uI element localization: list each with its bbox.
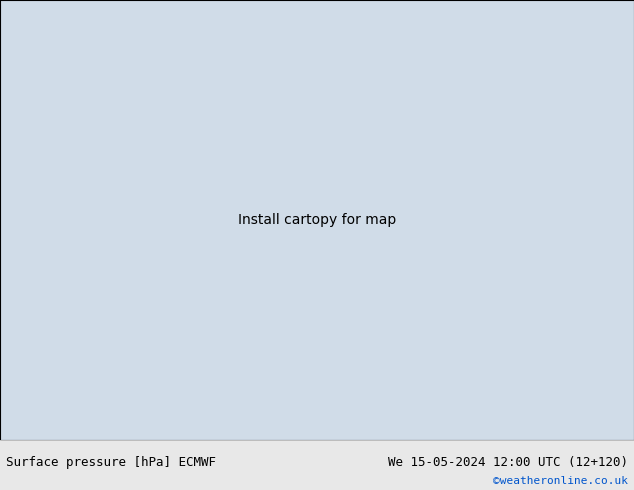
Text: We 15-05-2024 12:00 UTC (12+120): We 15-05-2024 12:00 UTC (12+120) xyxy=(387,456,628,469)
Text: Install cartopy for map: Install cartopy for map xyxy=(238,213,396,227)
Text: Surface pressure [hPa] ECMWF: Surface pressure [hPa] ECMWF xyxy=(6,456,216,469)
Text: ©weatheronline.co.uk: ©weatheronline.co.uk xyxy=(493,476,628,486)
